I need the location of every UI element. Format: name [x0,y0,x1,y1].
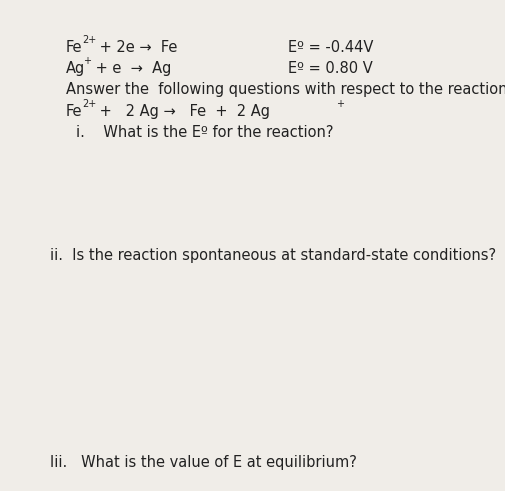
Text: 2+: 2+ [82,35,96,45]
Text: +: + [83,56,91,66]
Text: 2+: 2+ [82,99,96,109]
Text: Answer the  following questions with respect to the reaction: Answer the following questions with resp… [66,82,505,97]
Text: Eº = 0.80 V: Eº = 0.80 V [288,61,373,76]
Text: i.    What is the Eº for the reaction?: i. What is the Eº for the reaction? [76,126,333,140]
Text: ii.  Is the reaction spontaneous at standard-state conditions?: ii. Is the reaction spontaneous at stand… [50,248,496,263]
Text: +: + [336,99,344,109]
Text: Fe: Fe [66,40,82,55]
Text: Iii.   What is the value of E at equilibrium?: Iii. What is the value of E at equilibri… [50,456,358,470]
Text: + e  →  Ag: + e → Ag [91,61,171,76]
Text: Fe: Fe [66,104,82,119]
Text: + 2e →  Fe: + 2e → Fe [95,40,178,55]
Text: Eº = -0.44V: Eº = -0.44V [288,40,373,55]
Text: +   2 Ag →   Fe  +  2 Ag: + 2 Ag → Fe + 2 Ag [95,104,271,119]
Text: Ag: Ag [66,61,85,76]
